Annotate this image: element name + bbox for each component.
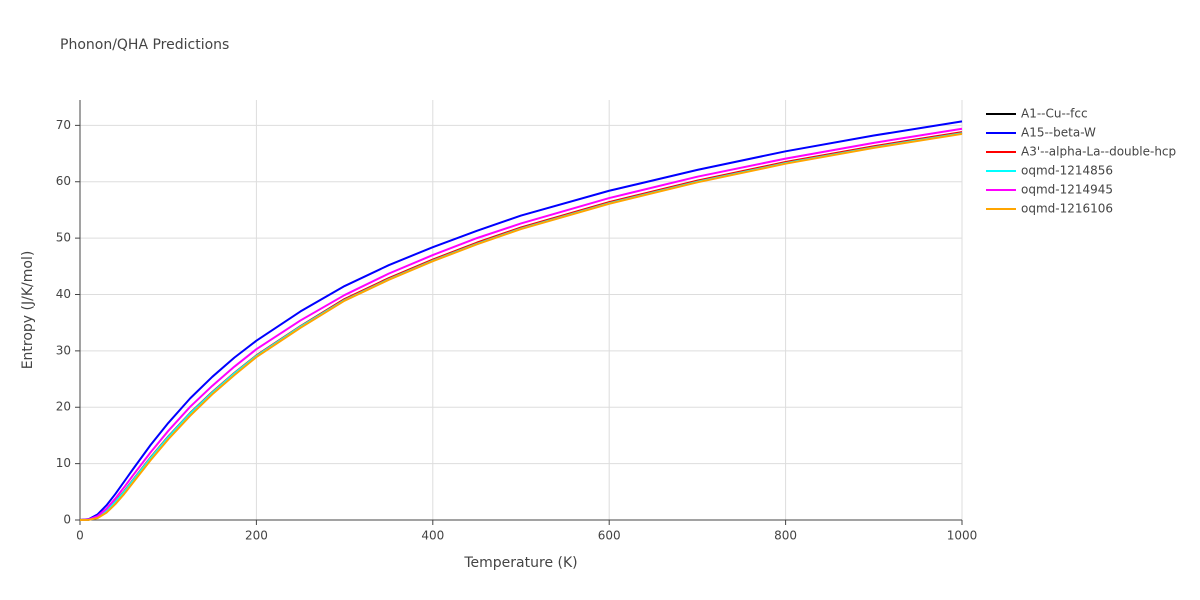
y-tick-label: 10 [56,456,71,470]
y-tick-label: 40 [56,287,71,301]
legend-label: A1--Cu--fcc [1021,107,1088,121]
series-line [79,131,963,521]
legend-label: oqmd-1216106 [1021,202,1113,216]
y-tick-label: 60 [56,174,71,188]
x-tick-label: 1000 [947,529,978,543]
x-tick-label: 600 [598,529,621,543]
x-tick-label: 400 [421,529,444,543]
y-tick-label: 0 [63,513,71,527]
legend-label: oqmd-1214945 [1021,183,1113,197]
x-tick-label: 0 [76,529,84,543]
series-line [79,127,963,521]
y-tick-label: 50 [56,231,71,245]
series-line [79,120,963,521]
series-line [79,132,963,521]
series-line [79,132,963,521]
x-axis-title: Temperature (K) [463,555,577,571]
y-tick-label: 30 [56,343,71,357]
y-tick-label: 70 [56,118,71,132]
y-axis-title: Entropy (J/K/mol) [20,251,36,370]
legend-label: oqmd-1214856 [1021,164,1113,178]
series-line [79,131,963,521]
legend-label: A3'--alpha-La--double-hcp [1021,145,1176,159]
chart-title: Phonon/QHA Predictions [60,37,229,53]
x-tick-label: 200 [245,529,268,543]
y-tick-label: 20 [56,400,71,414]
legend-label: A15--beta-W [1021,126,1096,140]
x-tick-label: 800 [774,529,797,543]
